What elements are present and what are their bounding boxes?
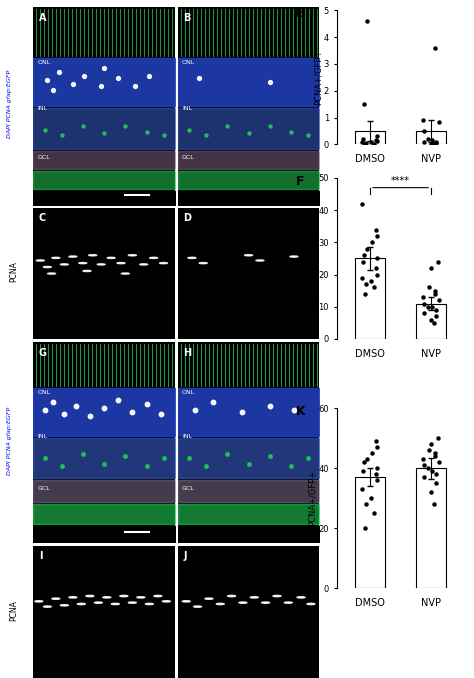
Polygon shape: [262, 602, 270, 603]
Polygon shape: [94, 602, 102, 603]
Polygon shape: [250, 597, 258, 598]
Polygon shape: [256, 260, 264, 261]
Polygon shape: [103, 597, 111, 598]
Text: G: G: [39, 348, 47, 359]
Text: I: I: [39, 551, 42, 561]
Text: NVP: NVP: [238, 327, 259, 338]
Y-axis label: PCNA+ ONL cells: PCNA+ ONL cells: [308, 222, 317, 294]
Polygon shape: [89, 255, 97, 256]
Polygon shape: [146, 603, 153, 605]
Polygon shape: [60, 605, 68, 606]
Polygon shape: [284, 602, 292, 603]
Polygon shape: [290, 256, 298, 257]
Text: GCL: GCL: [37, 486, 50, 492]
Text: ONL: ONL: [182, 60, 195, 65]
Polygon shape: [163, 601, 170, 602]
Polygon shape: [199, 262, 207, 264]
Polygon shape: [160, 262, 167, 264]
Text: INL: INL: [182, 106, 192, 111]
Polygon shape: [182, 601, 190, 602]
Text: A: A: [39, 13, 46, 23]
Polygon shape: [216, 603, 224, 605]
Polygon shape: [36, 260, 44, 261]
Polygon shape: [77, 603, 85, 605]
Text: ONL: ONL: [37, 391, 51, 395]
Polygon shape: [69, 597, 77, 598]
Polygon shape: [117, 262, 125, 264]
Bar: [416, 468, 446, 589]
Text: E: E: [296, 7, 304, 20]
Polygon shape: [228, 595, 236, 597]
Text: PCNA: PCNA: [10, 262, 18, 282]
Text: ****: ****: [391, 176, 410, 186]
Polygon shape: [205, 598, 213, 599]
Polygon shape: [86, 595, 94, 597]
Text: INL: INL: [182, 435, 192, 439]
Text: PCNA: PCNA: [10, 600, 18, 620]
Polygon shape: [140, 264, 148, 265]
Polygon shape: [245, 255, 253, 256]
Text: DAPI PCNA gfap:EGFP: DAPI PCNA gfap:EGFP: [7, 70, 12, 138]
Polygon shape: [239, 602, 247, 603]
Polygon shape: [52, 257, 60, 258]
Text: ONL: ONL: [37, 60, 51, 65]
Polygon shape: [97, 264, 105, 265]
Polygon shape: [194, 606, 201, 607]
Text: H: H: [183, 348, 191, 359]
Text: F: F: [296, 175, 304, 188]
Polygon shape: [48, 273, 55, 274]
Polygon shape: [137, 597, 145, 598]
Polygon shape: [69, 256, 77, 257]
Polygon shape: [83, 271, 91, 272]
Text: DAPI PCNA gfap:EGFP: DAPI PCNA gfap:EGFP: [7, 407, 12, 475]
Polygon shape: [121, 273, 129, 274]
Polygon shape: [107, 257, 115, 258]
Polygon shape: [44, 606, 51, 607]
Text: B: B: [183, 13, 191, 23]
Text: K: K: [296, 405, 305, 418]
Polygon shape: [52, 598, 60, 599]
Polygon shape: [154, 595, 162, 597]
Polygon shape: [35, 601, 43, 602]
Polygon shape: [273, 595, 281, 597]
Text: GCL: GCL: [37, 155, 50, 160]
Text: GCL: GCL: [182, 155, 195, 160]
Text: C: C: [39, 214, 46, 223]
Bar: [416, 131, 446, 144]
Polygon shape: [120, 595, 128, 597]
Text: D: D: [183, 214, 191, 223]
Bar: [355, 131, 385, 144]
Text: INL: INL: [37, 435, 47, 439]
Y-axis label: PCNA+/GFP+: PCNA+/GFP+: [308, 471, 317, 526]
Bar: [355, 477, 385, 589]
Polygon shape: [79, 262, 87, 264]
Polygon shape: [150, 257, 157, 258]
Polygon shape: [60, 264, 68, 265]
Polygon shape: [297, 597, 305, 598]
Text: J: J: [183, 551, 187, 561]
Text: INL: INL: [37, 106, 47, 111]
Bar: [416, 304, 446, 339]
Polygon shape: [128, 255, 137, 256]
Text: ONL: ONL: [182, 391, 195, 395]
Polygon shape: [111, 603, 119, 605]
Y-axis label: PCNA+/GFP+: PCNA+/GFP+: [313, 49, 322, 105]
Polygon shape: [307, 603, 315, 605]
Bar: [355, 258, 385, 339]
Polygon shape: [128, 602, 137, 603]
Text: DMSO: DMSO: [88, 327, 120, 338]
Polygon shape: [188, 257, 196, 258]
Text: GCL: GCL: [182, 486, 195, 492]
Polygon shape: [44, 266, 51, 268]
